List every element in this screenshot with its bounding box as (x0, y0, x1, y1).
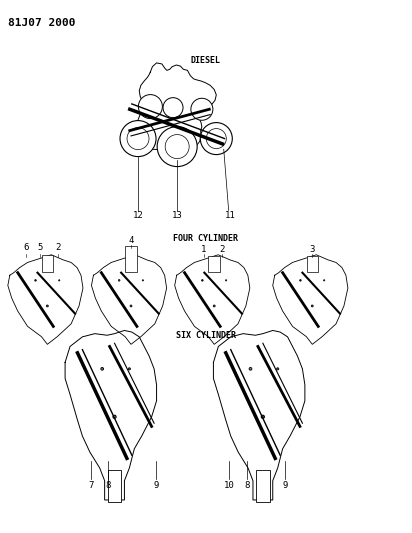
Circle shape (59, 280, 60, 281)
Text: 9: 9 (282, 481, 288, 489)
Circle shape (35, 280, 36, 281)
Circle shape (47, 305, 48, 307)
Bar (307, 256, 318, 272)
Circle shape (277, 368, 278, 369)
Circle shape (200, 123, 232, 155)
Circle shape (225, 280, 227, 281)
Circle shape (101, 368, 103, 369)
Text: DIESEL: DIESEL (191, 56, 221, 64)
Bar (208, 256, 220, 272)
Circle shape (214, 305, 215, 306)
Circle shape (114, 416, 115, 418)
Circle shape (312, 305, 313, 306)
Text: 3: 3 (309, 245, 315, 254)
Text: SIX CYLINDER: SIX CYLINDER (176, 332, 236, 340)
Circle shape (226, 280, 227, 281)
Circle shape (323, 280, 325, 281)
Text: 13: 13 (172, 212, 183, 220)
Circle shape (206, 128, 226, 149)
Text: 81J07 2000: 81J07 2000 (8, 18, 75, 28)
Circle shape (202, 280, 203, 281)
Bar (108, 470, 121, 502)
Circle shape (130, 305, 132, 307)
Circle shape (101, 368, 103, 370)
Circle shape (213, 305, 215, 307)
Circle shape (113, 415, 116, 418)
Circle shape (59, 280, 60, 281)
Text: 11: 11 (225, 212, 236, 220)
Text: 4: 4 (128, 237, 134, 245)
Circle shape (142, 280, 143, 281)
Text: 5: 5 (37, 243, 43, 252)
Circle shape (157, 126, 197, 167)
Circle shape (47, 305, 48, 306)
Circle shape (324, 280, 325, 281)
Text: FOUR CYLINDER: FOUR CYLINDER (173, 235, 239, 243)
Circle shape (138, 94, 162, 119)
Bar (256, 470, 269, 502)
Text: 2: 2 (55, 243, 61, 252)
Circle shape (129, 368, 130, 369)
Bar (42, 255, 53, 272)
Circle shape (165, 134, 189, 159)
Circle shape (191, 98, 213, 120)
Text: 12: 12 (133, 212, 143, 220)
Circle shape (129, 368, 130, 370)
Circle shape (311, 305, 313, 307)
Circle shape (300, 280, 301, 281)
Circle shape (35, 280, 36, 281)
Circle shape (277, 368, 279, 370)
Text: 9: 9 (153, 481, 159, 489)
Text: 8: 8 (105, 481, 111, 489)
Circle shape (300, 280, 301, 281)
Circle shape (127, 127, 149, 150)
Circle shape (262, 416, 264, 418)
Circle shape (249, 368, 252, 370)
Circle shape (118, 280, 120, 281)
Text: 2: 2 (220, 245, 225, 254)
Text: 8: 8 (244, 481, 250, 489)
Text: 6: 6 (23, 243, 29, 252)
Text: 7: 7 (89, 481, 94, 489)
Text: 1: 1 (201, 245, 207, 254)
Circle shape (163, 98, 183, 118)
Circle shape (120, 120, 156, 157)
Circle shape (261, 415, 265, 418)
Circle shape (201, 280, 203, 281)
Text: 10: 10 (224, 481, 235, 489)
Circle shape (250, 368, 251, 369)
Bar (125, 246, 137, 272)
